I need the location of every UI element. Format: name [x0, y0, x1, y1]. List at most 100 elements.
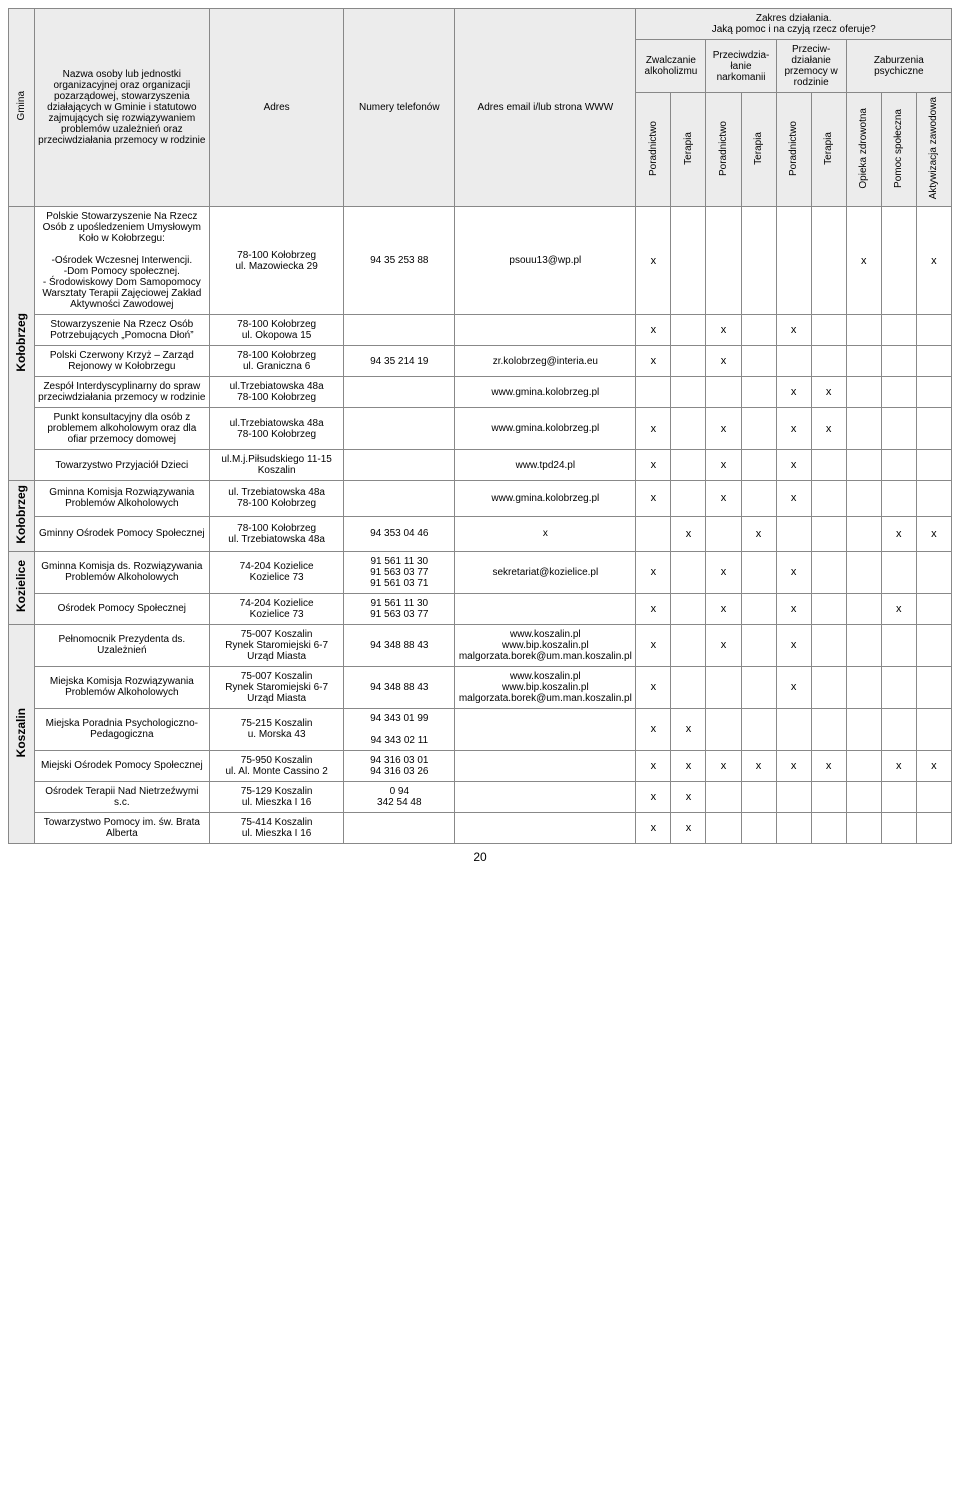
mark-cell: x: [706, 481, 741, 516]
mark-cell: [671, 315, 706, 346]
mark-cell: [916, 624, 951, 666]
mark-cell: [776, 708, 811, 750]
mark-cell: [881, 207, 916, 315]
mark-cell: [811, 450, 846, 481]
mark-cell: [706, 207, 741, 315]
mark-cell: [741, 593, 776, 624]
mark-cell: [916, 781, 951, 812]
mark-cell: x: [706, 346, 741, 377]
mark-cell: [741, 408, 776, 450]
tel-cell: 94 35 214 19: [344, 346, 455, 377]
nazwa-cell: Punkt konsultacyjny dla osób z problemem…: [34, 408, 209, 450]
mark-cell: x: [636, 315, 671, 346]
mark-cell: x: [636, 450, 671, 481]
nazwa-cell: Gminna Komisja ds. Rozwiązywania Problem…: [34, 551, 209, 593]
nazwa-cell: Zespół Interdyscyplinarny do spraw przec…: [34, 377, 209, 408]
table-row: Miejska Poradnia Psychologiczno-Pedagogi…: [9, 708, 952, 750]
mark-cell: [846, 781, 881, 812]
mark-cell: x: [671, 750, 706, 781]
gmina-cell: Kołobrzeg: [9, 207, 35, 481]
email-cell: [455, 750, 636, 781]
table-row: KozieliceGminna Komisja ds. Rozwiązywani…: [9, 551, 952, 593]
mark-cell: [846, 708, 881, 750]
hdr-nazwa: Nazwa osoby lub jednostki organizacyjnej…: [34, 9, 209, 207]
mark-cell: [671, 593, 706, 624]
mark-cell: x: [636, 593, 671, 624]
mark-cell: [881, 481, 916, 516]
mark-cell: [916, 450, 951, 481]
table-row: Gminny Ośrodek Pomocy Społecznej78-100 K…: [9, 516, 952, 551]
tel-cell: 94 35 253 88: [344, 207, 455, 315]
mark-cell: x: [636, 408, 671, 450]
tel-cell: 94 353 04 46: [344, 516, 455, 551]
hdr-sub-ter1: Terapia: [671, 93, 706, 207]
mark-cell: x: [741, 750, 776, 781]
mark-cell: x: [706, 315, 741, 346]
mark-cell: x: [776, 593, 811, 624]
nazwa-cell: Gminny Ośrodek Pomocy Społecznej: [34, 516, 209, 551]
mark-cell: [706, 781, 741, 812]
mark-cell: x: [776, 666, 811, 708]
mark-cell: [846, 551, 881, 593]
mark-cell: [671, 666, 706, 708]
mark-cell: x: [776, 377, 811, 408]
table-row: Ośrodek Terapii Nad Nietrzeźwymi s.c.75-…: [9, 781, 952, 812]
mark-cell: [881, 812, 916, 843]
nazwa-cell: Polskie Stowarzyszenie Na Rzecz Osób z u…: [34, 207, 209, 315]
mark-cell: x: [881, 516, 916, 551]
mark-cell: [881, 781, 916, 812]
nazwa-cell: Towarzystwo Pomocy im. św. Brata Alberta: [34, 812, 209, 843]
mark-cell: [671, 624, 706, 666]
hdr-sub-opieka: Opieka zdrowotna: [846, 93, 881, 207]
mark-cell: [671, 450, 706, 481]
hdr-grp-psych: Zaburzenia psychiczne: [846, 40, 951, 93]
data-table: Gmina Nazwa osoby lub jednostki organiza…: [8, 8, 952, 844]
mark-cell: [811, 708, 846, 750]
mark-cell: [846, 666, 881, 708]
mark-cell: x: [916, 207, 951, 315]
mark-cell: x: [916, 516, 951, 551]
mark-cell: [811, 551, 846, 593]
table-body: KołobrzegPolskie Stowarzyszenie Na Rzecz…: [9, 207, 952, 844]
mark-cell: [776, 812, 811, 843]
mark-cell: [706, 516, 741, 551]
mark-cell: x: [776, 450, 811, 481]
mark-cell: [741, 346, 776, 377]
mark-cell: [811, 207, 846, 315]
mark-cell: [706, 377, 741, 408]
email-cell: www.tpd24.pl: [455, 450, 636, 481]
mark-cell: [916, 666, 951, 708]
mark-cell: x: [811, 408, 846, 450]
email-cell: www.gmina.kolobrzeg.pl: [455, 481, 636, 516]
mark-cell: [671, 551, 706, 593]
gmina-cell: Kozielice: [9, 551, 35, 624]
mark-cell: [881, 624, 916, 666]
mark-cell: x: [706, 408, 741, 450]
adres-cell: 75-129 Koszalinul. Mieszka I 16: [209, 781, 343, 812]
hdr-sub-aktyw: Aktywizacja zawodowa: [916, 93, 951, 207]
adres-cell: 78-100 Kołobrzegul. Trzebiatowska 48a: [209, 516, 343, 551]
adres-cell: 75-414 Koszalinul. Mieszka I 16: [209, 812, 343, 843]
tel-cell: [344, 377, 455, 408]
mark-cell: x: [706, 450, 741, 481]
mark-cell: [741, 551, 776, 593]
adres-cell: 75-007 KoszalinRynek Staromiejski 6-7Urz…: [209, 666, 343, 708]
tel-cell: 91 561 11 3091 563 03 77: [344, 593, 455, 624]
mark-cell: x: [636, 346, 671, 377]
mark-cell: [846, 516, 881, 551]
mark-cell: [776, 207, 811, 315]
mark-cell: [881, 450, 916, 481]
nazwa-cell: Miejska Poradnia Psychologiczno-Pedagogi…: [34, 708, 209, 750]
email-cell: zr.kolobrzeg@interia.eu: [455, 346, 636, 377]
mark-cell: [916, 315, 951, 346]
email-cell: [455, 315, 636, 346]
mark-cell: [811, 481, 846, 516]
mark-cell: x: [811, 377, 846, 408]
table-row: Miejska Komisja Rozwiązywania Problemów …: [9, 666, 952, 708]
hdr-grp-alkohol: Zwalczanie alkoholizmu: [636, 40, 706, 93]
adres-cell: 75-215 Koszalinu. Morska 43: [209, 708, 343, 750]
mark-cell: [881, 708, 916, 750]
mark-cell: [881, 666, 916, 708]
mark-cell: [741, 481, 776, 516]
mark-cell: [811, 624, 846, 666]
